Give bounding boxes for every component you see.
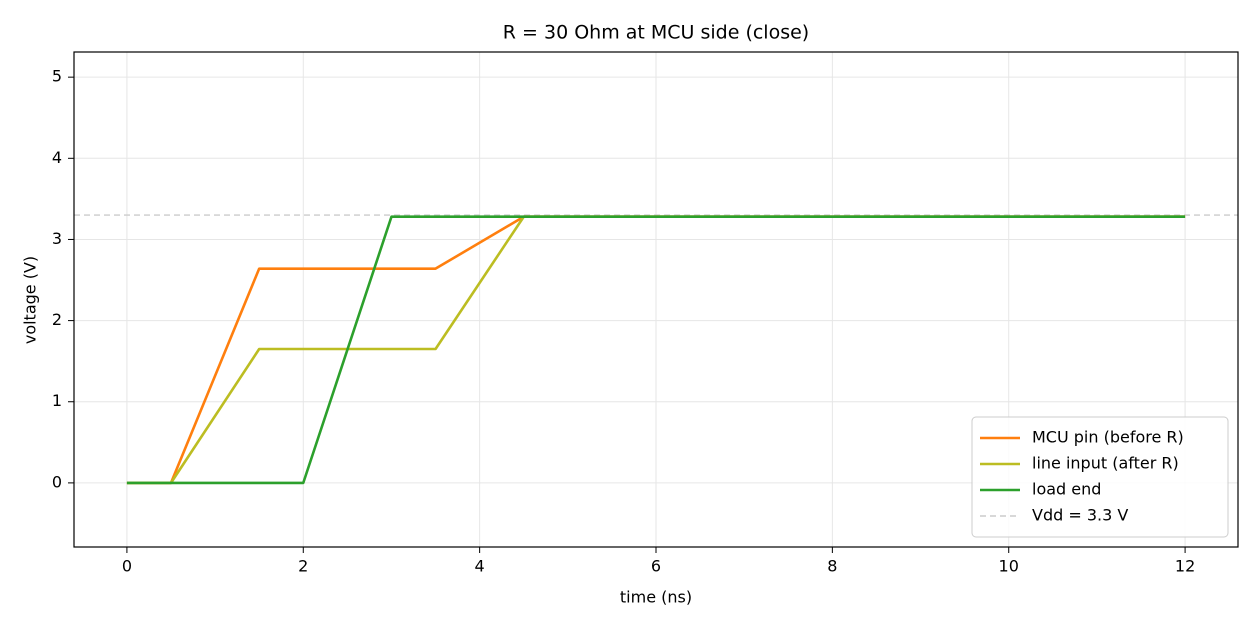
y-tick-label: 2	[52, 310, 62, 329]
legend-box	[971, 416, 1229, 538]
y-tick-label: 4	[52, 148, 62, 167]
x-tick-label: 6	[651, 557, 661, 576]
y-axis-label: voltage (V)	[21, 256, 40, 344]
x-axis-label: time (ns)	[620, 588, 692, 607]
legend-label: load end	[1032, 480, 1101, 499]
series-line	[126, 215, 1186, 485]
chart-title: R = 30 Ohm at MCU side (close)	[503, 22, 809, 44]
x-tick-label: 10	[999, 557, 1019, 576]
legend-label: MCU pin (before R)	[1032, 428, 1184, 447]
legend: MCU pin (before R) line input (after R) lo…	[971, 416, 1229, 538]
x-tick-label: 4	[475, 557, 485, 576]
legend-label: line input (after R)	[1032, 454, 1179, 473]
y-tick-label: 5	[52, 67, 62, 86]
y-tick-label: 1	[52, 391, 62, 410]
plot-frame	[73, 51, 1239, 548]
x-tick-label: 12	[1175, 557, 1195, 576]
x-tick-label: 2	[298, 557, 308, 576]
y-tick-label: 3	[52, 229, 62, 248]
legend-label: Vdd = 3.3 V	[1032, 506, 1128, 525]
x-tick-label: 0	[122, 557, 132, 576]
x-tick-label: 8	[827, 557, 837, 576]
y-tick-label: 0	[52, 472, 62, 491]
